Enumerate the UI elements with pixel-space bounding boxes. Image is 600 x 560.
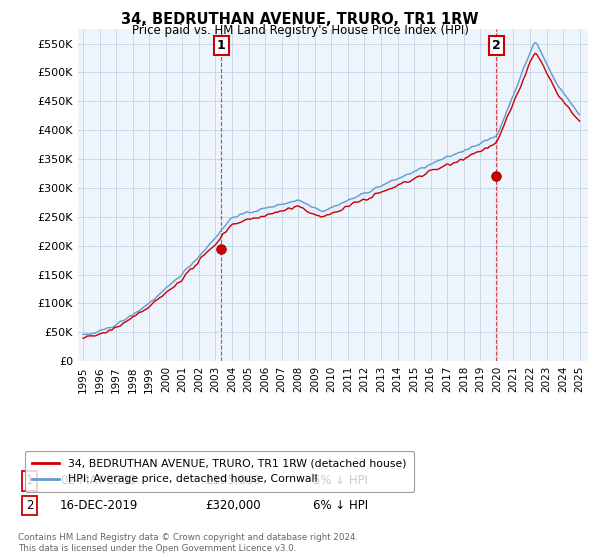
Text: £195,000: £195,000	[205, 474, 261, 487]
Legend: 34, BEDRUTHAN AVENUE, TRURO, TR1 1RW (detached house), HPI: Average price, detac: 34, BEDRUTHAN AVENUE, TRURO, TR1 1RW (de…	[25, 451, 414, 492]
Text: 5% ↓ HPI: 5% ↓ HPI	[313, 474, 368, 487]
Text: 2: 2	[26, 499, 34, 512]
Text: 2: 2	[492, 39, 500, 52]
Text: Contains HM Land Registry data © Crown copyright and database right 2024.
This d: Contains HM Land Registry data © Crown c…	[18, 533, 358, 553]
Text: 02-MAY-2003: 02-MAY-2003	[60, 474, 136, 487]
Text: 6% ↓ HPI: 6% ↓ HPI	[313, 499, 368, 512]
Text: 16-DEC-2019: 16-DEC-2019	[60, 499, 139, 512]
Text: 34, BEDRUTHAN AVENUE, TRURO, TR1 1RW: 34, BEDRUTHAN AVENUE, TRURO, TR1 1RW	[121, 12, 479, 27]
Text: Price paid vs. HM Land Registry's House Price Index (HPI): Price paid vs. HM Land Registry's House …	[131, 24, 469, 37]
Text: £320,000: £320,000	[205, 499, 261, 512]
Text: 1: 1	[217, 39, 226, 52]
Text: 1: 1	[26, 474, 34, 487]
